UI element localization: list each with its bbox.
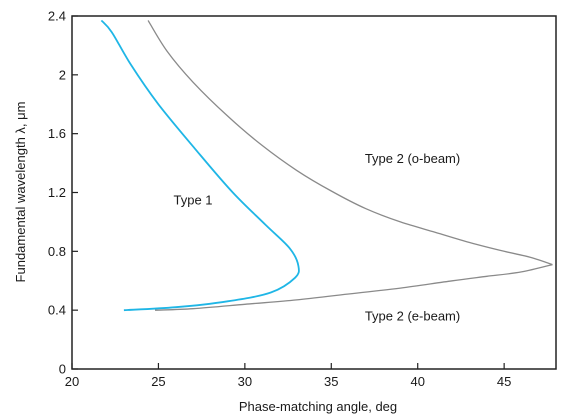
x-tick-label: 35: [324, 374, 338, 389]
y-axis-label: Fundamental wavelength λ, μm: [13, 102, 28, 283]
x-tick-label: 25: [151, 374, 165, 389]
x-tick-label: 30: [238, 374, 252, 389]
plot-frame: [71, 15, 557, 370]
x-tick-label: 45: [497, 374, 511, 389]
annotation-layer: Type 1 Type 2 (o-beam) Type 2 (e-beam): [173, 151, 460, 323]
x-tick-label: 20: [65, 374, 79, 389]
type2-e-beam-curve: [154, 263, 553, 311]
x-tick-label: 40: [410, 374, 424, 389]
series-layer: [100, 19, 553, 312]
annotation-label: Type 2 (o-beam): [365, 151, 460, 166]
y-tick-label: 0.8: [48, 244, 66, 259]
type1-curve: [100, 19, 300, 312]
y-tick-label: 0.4: [48, 303, 66, 318]
annotation-label: Type 1: [173, 192, 212, 207]
x-axis-ticks: 20 25 30 35 40 45: [65, 363, 511, 389]
y-tick-label: 2: [59, 67, 66, 82]
y-tick-label: 1.2: [48, 185, 66, 200]
y-tick-label: 2.4: [48, 9, 66, 24]
y-tick-label: 0: [59, 362, 66, 377]
y-axis-ticks: 0 0.4 0.8 1.2 1.6 2 2.4: [48, 9, 78, 377]
type2-o-beam-curve: [147, 20, 553, 266]
x-axis-label: Phase-matching angle, deg: [239, 399, 397, 414]
annotation-label: Type 2 (e-beam): [365, 308, 460, 323]
y-tick-label: 1.6: [48, 126, 66, 141]
